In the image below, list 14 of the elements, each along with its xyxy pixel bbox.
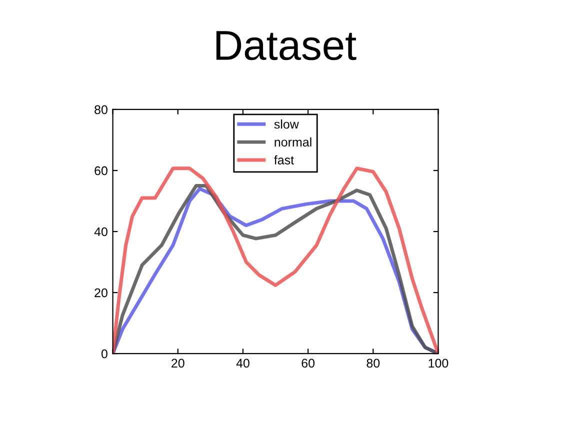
legend-label: fast [274, 155, 294, 164]
x-tick-label: 40 [236, 358, 250, 368]
legend-label: normal [274, 137, 312, 147]
legend-label: slow [274, 119, 299, 129]
y-tick-label: 80 [94, 105, 108, 114]
y-tick-label: 40 [94, 227, 108, 236]
chart-title: Dataset [216, 31, 356, 60]
y-tick-label: 0 [101, 349, 108, 358]
x-tick-label: 20 [172, 358, 184, 368]
y-tick-label: 20 [94, 288, 108, 298]
y-tick-label: 60 [94, 166, 108, 176]
x-tick-label: 100 [428, 358, 448, 368]
x-tick-label: 60 [302, 358, 315, 368]
x-tick-label: 80 [366, 358, 380, 368]
